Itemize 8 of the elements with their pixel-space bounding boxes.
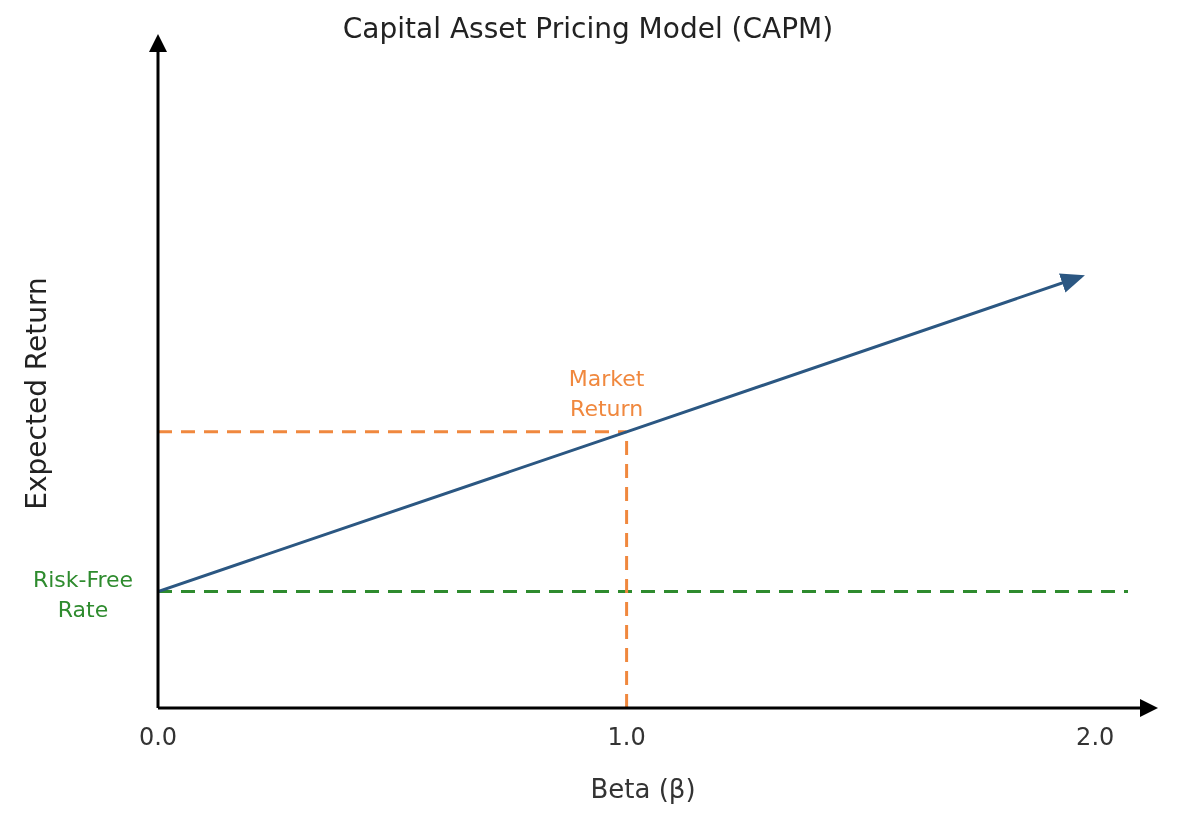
y-axis-title: Expected Return (19, 276, 53, 510)
x-tick-label: 2.0 (1076, 723, 1115, 752)
x-tick-label: 0.0 (138, 723, 178, 752)
ref-line-label: Risk-Free Rate (32, 567, 134, 623)
chart-title: Capital Asset Pricing Model (CAPM) (341, 12, 835, 45)
ref-line-label: Market Return (568, 365, 645, 421)
x-axis-title: Beta (β) (590, 774, 696, 804)
x-tick-label: 1.0 (607, 723, 646, 752)
